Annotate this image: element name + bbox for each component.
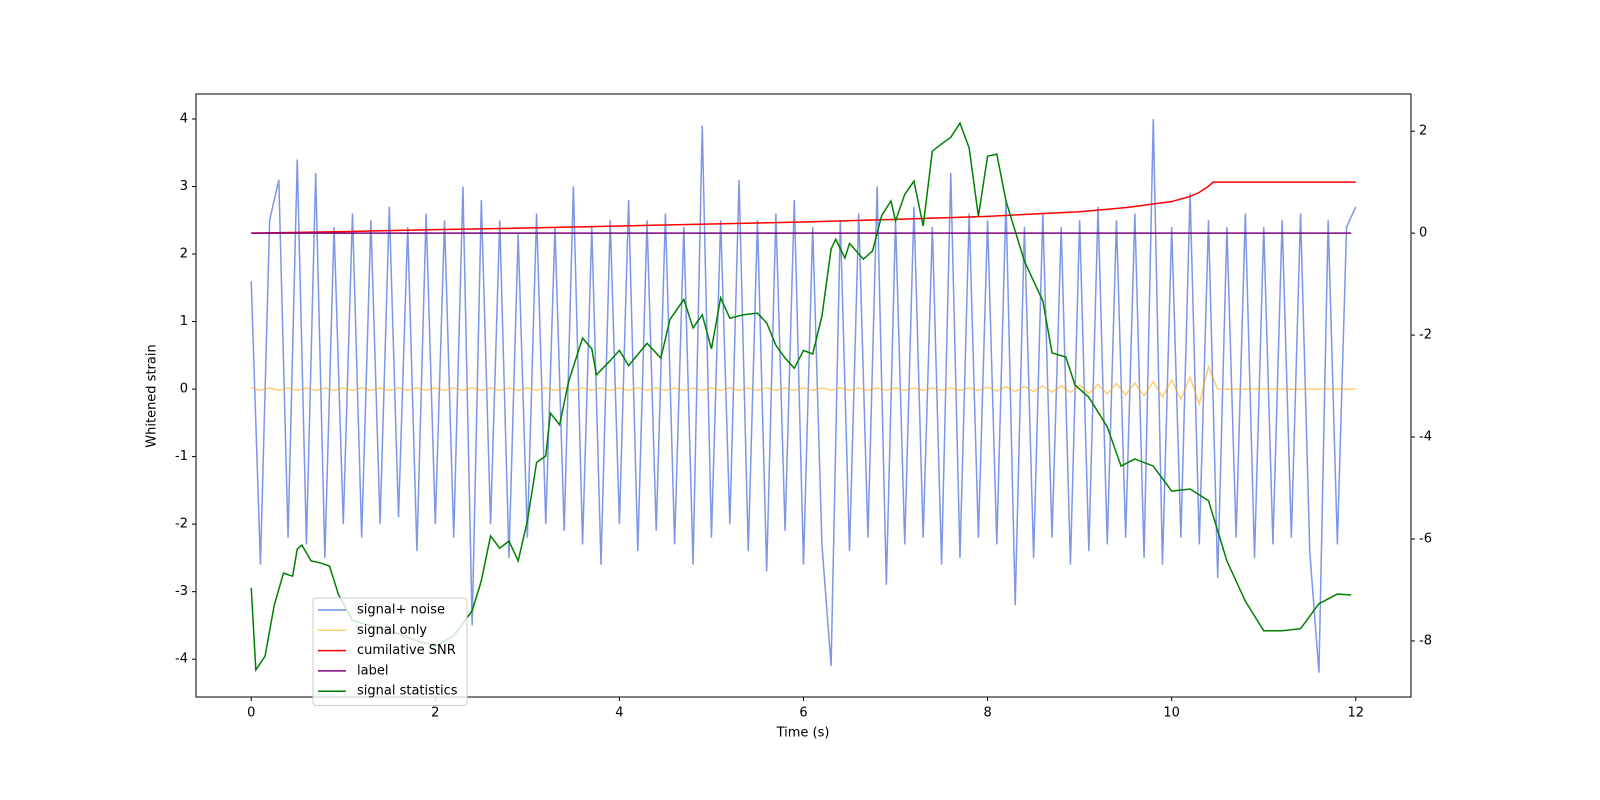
legend-label: cumilative SNR: [357, 643, 456, 658]
x-tick-label: 0: [247, 706, 255, 721]
legend-label: label: [357, 663, 388, 678]
x-axis-label: Time (s): [776, 726, 830, 741]
y-tick-label: 0: [180, 382, 188, 397]
x-tick-label: 12: [1347, 706, 1364, 721]
series-line: [251, 181, 1356, 234]
x-tick-label: 2: [431, 706, 439, 721]
legend-label: signal statistics: [357, 684, 458, 699]
y2-tick-label: 2: [1419, 124, 1427, 139]
y2-tick-label: -4: [1419, 430, 1432, 445]
x-tick-label: 10: [1163, 706, 1180, 721]
y2-tick-label: -2: [1419, 328, 1432, 343]
y-tick-label: 3: [180, 179, 188, 194]
series-line: [250, 118, 1357, 673]
y-tick-label: 4: [180, 111, 188, 126]
y2-tick-label: 0: [1419, 226, 1427, 241]
series-line: [251, 364, 1356, 407]
x-tick-label: 8: [983, 706, 991, 721]
x-tick-label: 6: [799, 706, 807, 721]
legend-label: signal only: [357, 623, 427, 638]
y-tick-label: -2: [175, 517, 188, 532]
y-axis-label: Whitened strain: [145, 344, 160, 447]
legend-box: [312, 597, 468, 706]
y-tick-label: -4: [175, 652, 188, 667]
legend-label: signal+ noise: [357, 603, 445, 618]
y-tick-label: -3: [175, 584, 188, 599]
y2-tick-label: -8: [1419, 633, 1432, 648]
plot-frame: [195, 93, 1412, 698]
y-tick-label: -1: [175, 449, 188, 464]
y-tick-label: 1: [180, 314, 188, 329]
series-line: [250, 121, 1352, 673]
y2-tick-label: -6: [1419, 531, 1432, 546]
y-tick-label: 2: [180, 247, 188, 262]
x-tick-label: 4: [615, 706, 623, 721]
